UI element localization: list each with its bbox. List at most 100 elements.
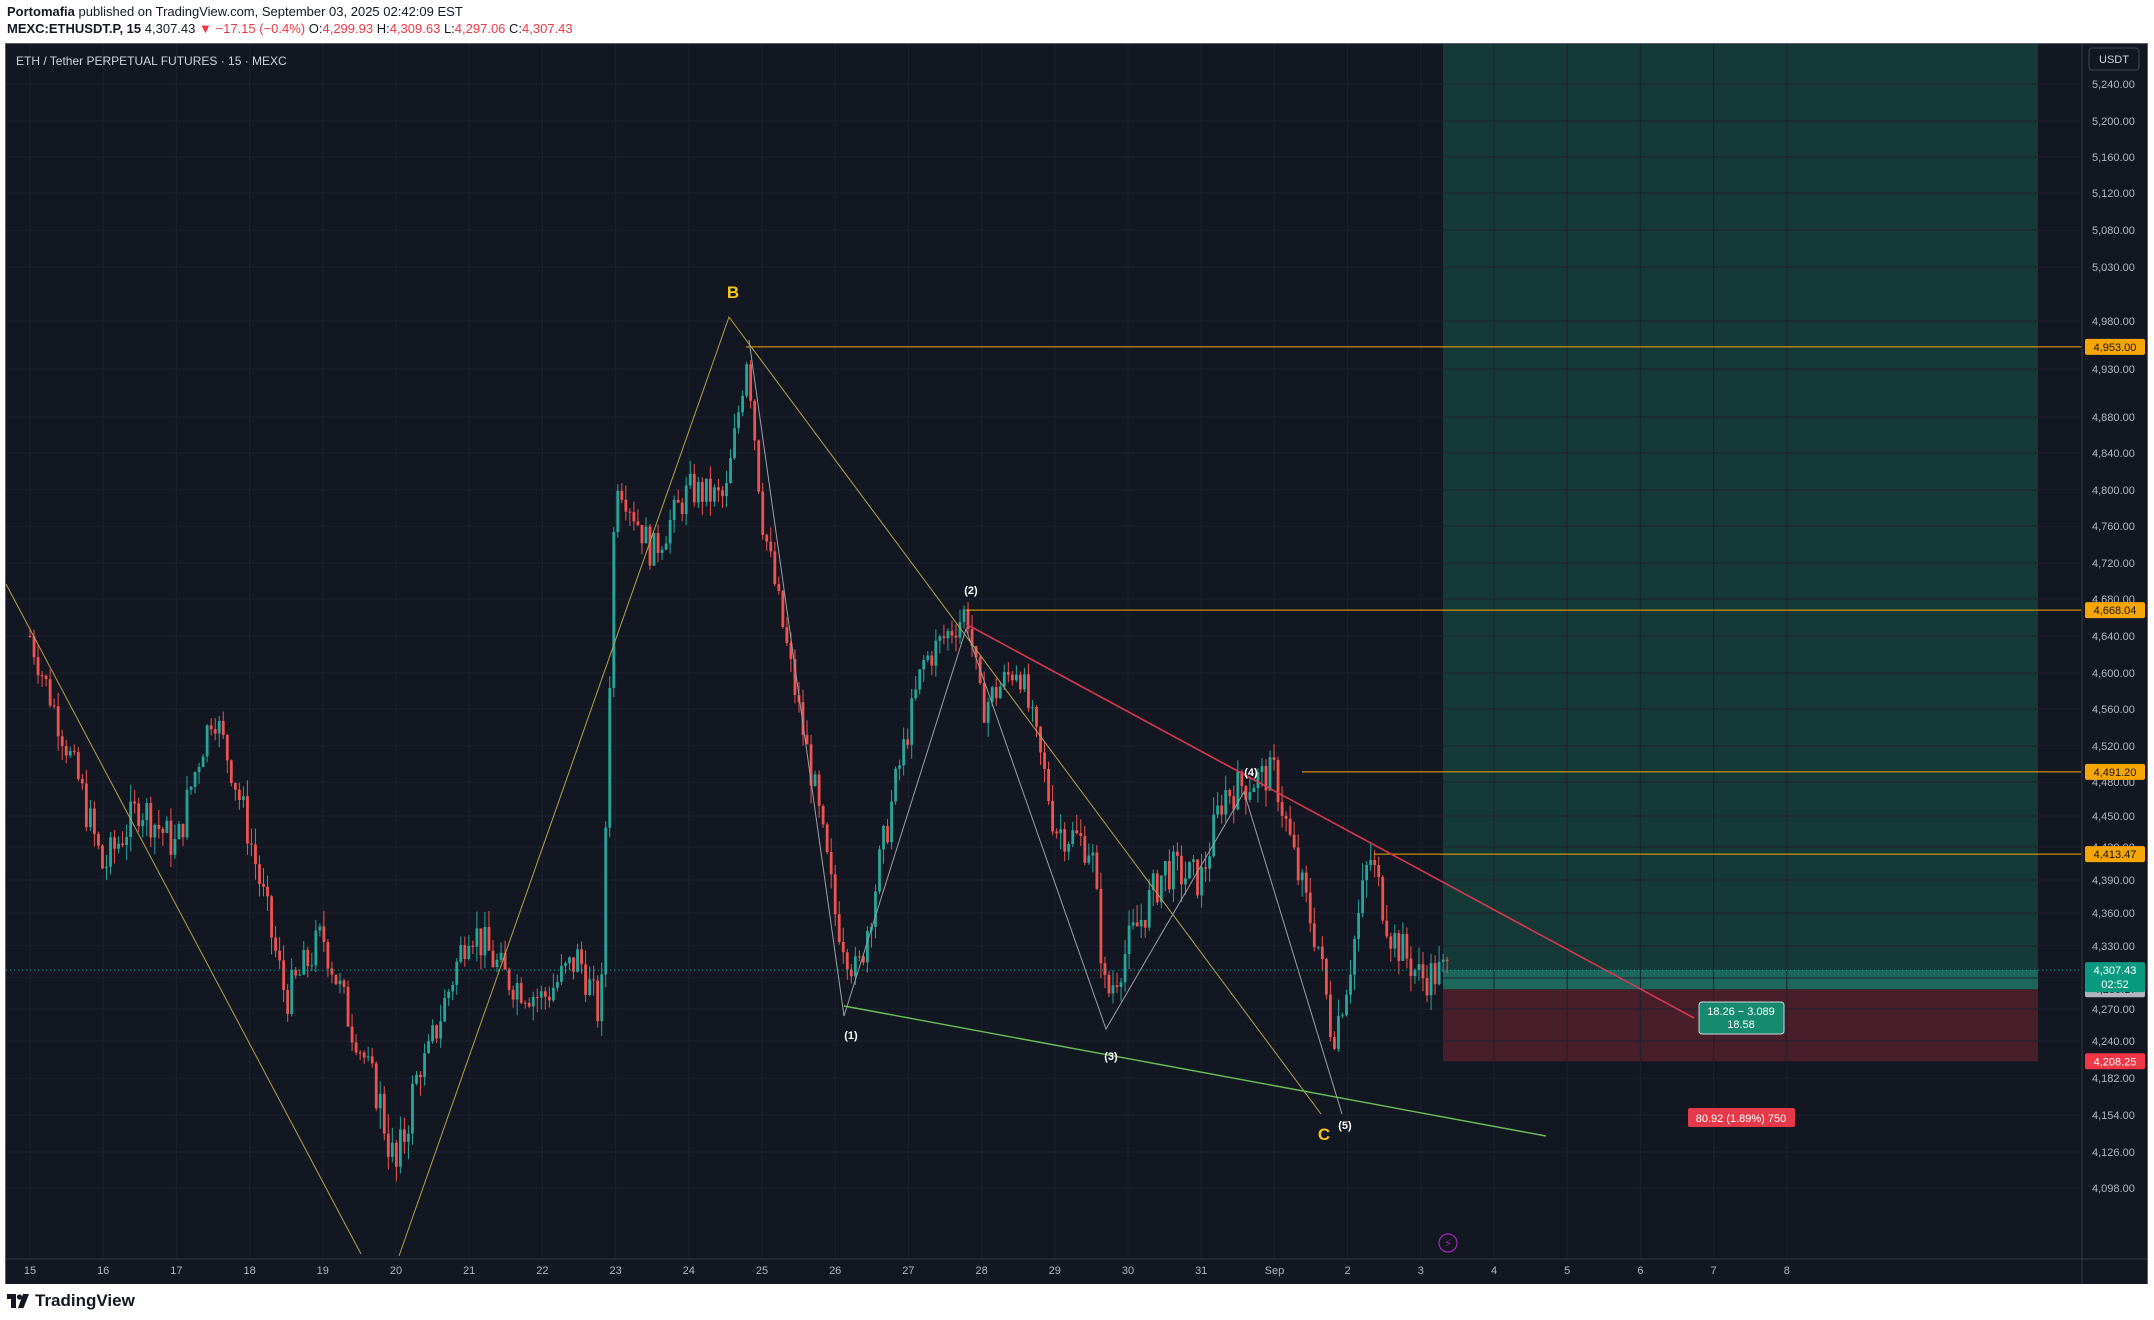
candle-body [121,843,124,846]
time-tick-label: 3 [1418,1265,1424,1277]
candle-body [588,979,592,995]
price-tick-label: 4,360.00 [2092,908,2135,920]
candle-body [813,774,817,786]
candle-body [479,928,483,956]
currency-button-label: USDT [2099,54,2129,66]
candle-body [1171,851,1175,890]
candle-body [1196,859,1199,896]
published-text: published on TradingView.com, September … [78,4,463,19]
candle-body [624,499,628,512]
tradingview-logo[interactable]: TradingView [7,1289,135,1313]
candle-body [1139,919,1143,927]
candle-body [443,998,447,1022]
price-tick-label: 5,240.00 [2092,79,2135,91]
candle-body [640,524,644,544]
candle-body [680,502,684,514]
instrument-title: ETH / Tether PERPETUAL FUTURES · 15 · ME… [16,54,287,68]
candle-body [970,629,974,647]
candle-body [592,979,596,981]
candle-body [109,837,112,867]
candle-body [1143,919,1147,928]
candle-body [793,659,797,696]
candle-body [833,874,837,915]
price-tick-label: 4,560.00 [2092,704,2135,716]
price-tick-label: 4,930.00 [2092,364,2135,376]
wave-label: (4) [1244,767,1258,779]
candle-body [926,655,930,661]
candle-body [80,778,84,784]
last-price-badge: 4,307.43 [2094,965,2137,977]
candle-body [757,440,761,492]
candle-body [1047,769,1050,802]
author-name[interactable]: Portomafia [7,4,75,19]
candle-body [415,1074,418,1084]
price-tick-label: 5,160.00 [2092,152,2135,164]
candle-body [1353,939,1356,975]
candle-body [990,687,994,702]
symbol-name[interactable]: MEXC:ETHUSDT.P, 15 [7,21,142,36]
candle-body [974,646,978,658]
candle-body [1397,933,1401,961]
candle-body [934,640,938,666]
candle-body [358,1052,362,1054]
candle-body [1176,851,1179,856]
price-tick-label: 4,450.00 [2092,811,2135,823]
candle-body [173,839,177,855]
price-tick-label: 4,270.00 [2092,1004,2135,1016]
level-price-badge: 4,413.47 [2094,849,2137,861]
candle-body [1083,835,1087,863]
chart-pane[interactable]: B (1) (2) (3) (4) (5) C 18.26 − 3.089 18.58 80.92… [5,43,2148,1285]
wave-label: B [727,283,739,302]
price-tick-label: 4,800.00 [2092,485,2135,497]
candle-body [1361,880,1365,914]
time-tick-label: 23 [609,1265,621,1277]
price-tick-label: 4,330.00 [2092,941,2135,953]
candle-body [374,1063,378,1109]
candle-body [1413,970,1417,977]
candle-body [382,1093,386,1134]
candle-body [1071,830,1075,845]
risk-label-box [1688,1108,1795,1127]
candle-body [133,801,137,804]
candle-body [906,739,910,745]
candle-body [616,490,620,533]
time-tick-label: 25 [756,1265,768,1277]
time-tick-label: 24 [683,1265,695,1277]
wave-label: (5) [1338,1120,1352,1132]
candle-body [1421,964,1425,979]
candle-body [660,549,664,553]
candle-body [1043,752,1046,770]
candle-body [708,478,712,502]
candle-body [954,635,958,638]
candle-body [1433,963,1437,985]
time-axis: 15 16 17 18 19 20 21 22 23 24 25 26 27 28 29 30 31 Sep 2 3 4… [6,1258,2147,1277]
candle-body [1381,877,1385,921]
wave-line-a [6,583,362,1255]
candle-body [930,655,934,666]
candle-body [326,942,330,969]
candle-body [435,1025,439,1039]
time-tick-label: 4 [1491,1265,1497,1277]
candle-body [378,1093,382,1109]
candle-body [1401,933,1405,961]
candle-body [1308,892,1312,924]
candle-body [777,584,781,591]
down-arrow-icon: ▼ [199,21,212,36]
candle-body [1228,790,1232,797]
last-price-badge-countdown: 02:52 [2101,979,2129,991]
candle-body [1349,974,1352,995]
candle-body [64,746,68,756]
candle-body [781,590,785,628]
candle-body [636,521,640,525]
symbol-line: MEXC:ETHUSDT.P, 15 4,307.43 ▼ −17.15 (−0… [7,21,573,36]
candle-body [475,928,479,947]
candle-body [169,820,173,855]
low-value: 4,297.06 [454,21,506,36]
price-tick-label: 4,760.00 [2092,521,2135,533]
price-tick-label: 4,840.00 [2092,448,2135,460]
price-tick-label: 4,640.00 [2092,631,2135,643]
candle-body [982,683,986,723]
price-tick-label: 4,880.00 [2092,412,2135,424]
candle-body [741,395,745,413]
